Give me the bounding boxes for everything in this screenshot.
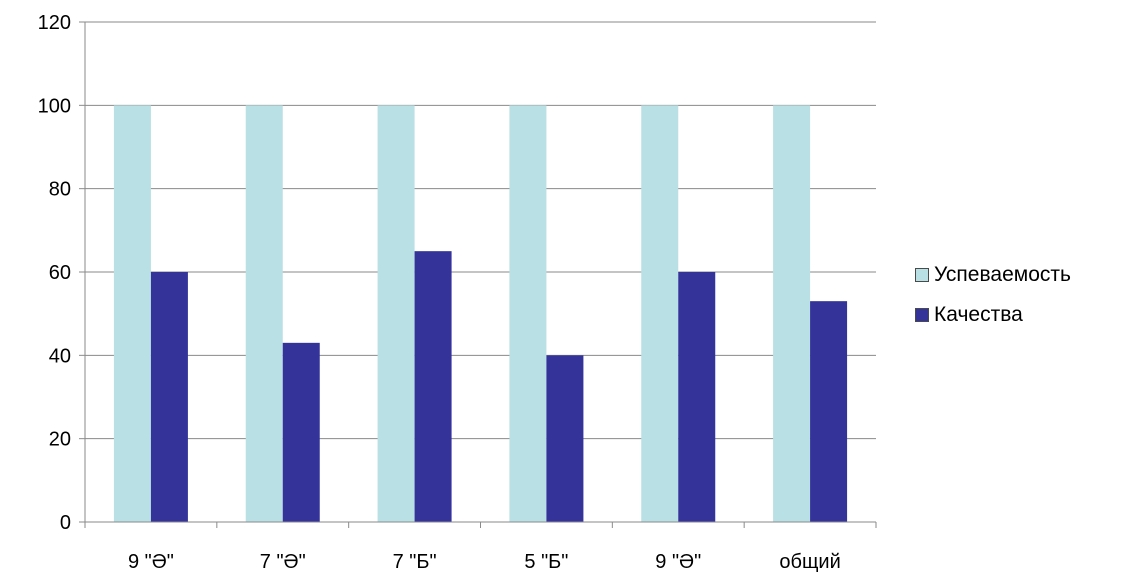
bar-kachestva <box>282 342 320 522</box>
bar-kachestva <box>150 272 188 522</box>
y-tick-label: 120 <box>38 12 71 34</box>
bar-kachestva <box>414 251 452 522</box>
x-tick-label: 5 "Б" <box>524 551 568 573</box>
bar-kachestva <box>678 272 716 522</box>
bar-uspevaemost <box>245 105 283 522</box>
y-tick-label: 0 <box>60 512 71 534</box>
bar-uspevaemost <box>509 105 547 522</box>
legend-item-uspevaemost: Успеваемость <box>915 262 1071 288</box>
bar-uspevaemost <box>377 105 415 522</box>
bar-kachestva <box>810 301 848 522</box>
y-tick-label: 80 <box>49 179 71 201</box>
legend-swatch-uspevaemost <box>915 268 929 282</box>
y-tick-label: 20 <box>49 429 71 451</box>
x-tick-label: 9 "Ә" <box>128 551 174 573</box>
legend: Успеваемость Качества <box>915 262 1071 342</box>
bar-uspevaemost <box>113 105 151 522</box>
bar-uspevaemost <box>641 105 679 522</box>
y-tick-label: 60 <box>49 262 71 284</box>
y-tick-label: 100 <box>38 95 71 117</box>
x-tick-label: 7 "Ә" <box>260 551 306 573</box>
legend-label-uspevaemost: Успеваемость <box>934 263 1071 286</box>
legend-item-kachestva: Качества <box>915 302 1071 328</box>
bar-uspevaemost <box>773 105 811 522</box>
tick-labels: 0 20 40 60 80 100 120 9 "Ә" 7 "Ә" 7 "Б" 5 "Б" 9 "Ә"… <box>38 12 841 573</box>
legend-label-kachestva: Качества <box>934 303 1023 326</box>
bars <box>113 105 848 522</box>
legend-swatch-kachestva <box>915 308 929 322</box>
gridlines <box>85 21 876 440</box>
axes <box>79 21 877 528</box>
y-tick-label: 40 <box>49 345 71 367</box>
bar-kachestva <box>546 355 584 522</box>
x-tick-label: общий <box>779 551 840 573</box>
x-tick-label: 9 "Ә" <box>655 551 701 573</box>
x-tick-label: 7 "Б" <box>393 551 437 573</box>
